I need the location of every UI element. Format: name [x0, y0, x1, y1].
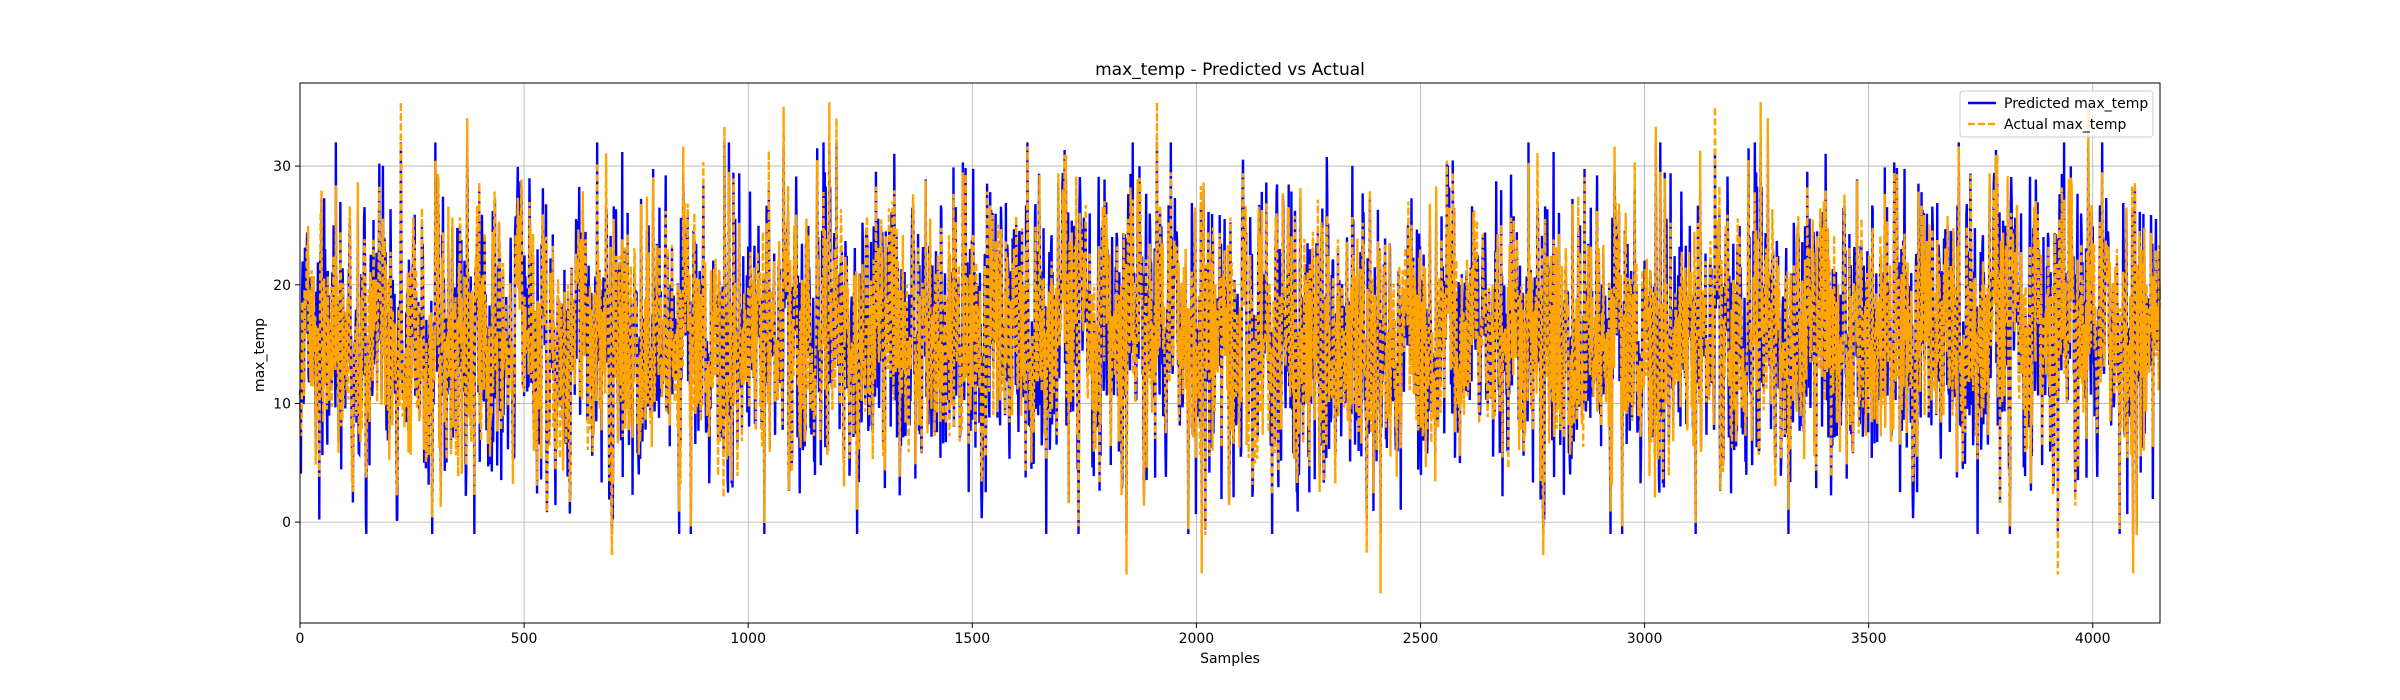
x-tick-label: 2000: [1179, 631, 1215, 647]
legend: Predicted max_temp Actual max_temp: [1959, 90, 2154, 138]
x-tick-label: 1000: [730, 631, 766, 647]
x-tick-label: 500: [511, 631, 538, 647]
legend-label-actual: Actual max_temp: [2004, 117, 2127, 133]
x-tick-label: 1500: [954, 631, 990, 647]
legend-label-predicted: Predicted max_temp: [2004, 96, 2148, 112]
y-tick-label: 0: [282, 515, 291, 531]
y-tick-label: 10: [273, 396, 291, 412]
x-tick-label: 3000: [1627, 631, 1663, 647]
x-tick-label: 3500: [1851, 631, 1887, 647]
x-axis-ticks: 0 500 1000 1500 2000 2500 3000 3500 4000: [296, 623, 2111, 647]
y-tick-label: 30: [273, 159, 291, 175]
y-axis-ticks: 0 10 20 30: [273, 159, 300, 531]
y-axis-label: max_temp: [252, 318, 268, 392]
legend-box: [1959, 90, 2154, 138]
plot-frame: [299, 82, 2161, 624]
x-tick-label: 0: [296, 631, 305, 647]
x-axis-label: Samples: [1200, 651, 1260, 667]
y-tick-label: 20: [273, 278, 291, 294]
chart-title: max_temp - Predicted vs Actual: [1095, 60, 1365, 80]
x-tick-label: 2500: [1403, 631, 1439, 647]
series-layer: [298, 101, 2161, 594]
series-line-actual: [298, 101, 2161, 594]
x-tick-label: 4000: [2075, 631, 2111, 647]
